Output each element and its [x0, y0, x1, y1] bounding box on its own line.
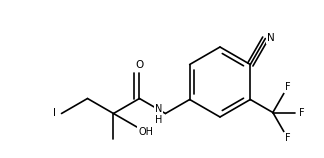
Text: OH: OH [138, 127, 153, 137]
Text: F: F [299, 107, 305, 118]
Text: N: N [267, 33, 275, 43]
Text: F: F [284, 82, 290, 92]
Text: F: F [284, 133, 290, 143]
Text: I: I [53, 109, 56, 118]
Text: N
H: N H [155, 104, 162, 125]
Text: O: O [135, 60, 144, 70]
